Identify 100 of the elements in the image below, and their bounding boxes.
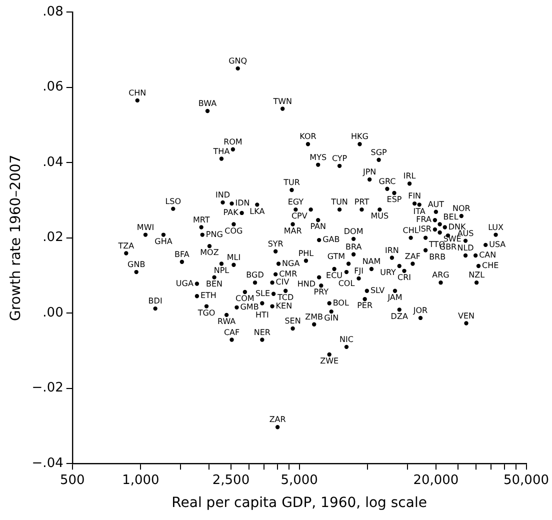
data-label: SGP: [370, 148, 388, 157]
data-label: ZAR: [269, 415, 286, 424]
data-label: ITA: [413, 206, 426, 216]
data-label: NGA: [282, 258, 300, 268]
data-label: PRY: [314, 288, 329, 297]
data-label: CRI: [397, 272, 412, 282]
data-label: MAR: [284, 226, 302, 236]
data-label: CAF: [224, 328, 240, 337]
y-tick-label: .02: [42, 230, 64, 246]
x-tick-label: 1,000: [122, 472, 160, 488]
data-label: DOM: [344, 227, 364, 236]
data-label: COM: [236, 294, 254, 304]
y-tick-label: .00: [42, 305, 64, 320]
data-label: MOZ: [200, 248, 220, 258]
data-label: MYS: [310, 152, 327, 162]
data-label: NZL: [468, 270, 486, 280]
data-label: CPV: [291, 212, 308, 221]
data-label: ZMB: [305, 312, 324, 322]
data-label: LKA: [250, 206, 266, 216]
data-label: MRT: [192, 215, 210, 224]
data-label: FJI: [354, 266, 364, 276]
data-label: JOR: [412, 306, 428, 316]
data-label: ETH: [200, 291, 216, 300]
data-label: THA: [212, 146, 230, 156]
data-label: NOR: [452, 204, 471, 214]
data-label: MUS: [370, 212, 389, 221]
data-label: ARG: [432, 270, 450, 280]
data-label: GNQ: [228, 56, 248, 66]
y-tick-label: .04: [42, 154, 64, 170]
data-label: BGD: [246, 270, 264, 280]
data-label: TUN: [330, 198, 348, 207]
data-label: TWN: [272, 96, 292, 106]
data-label: COG: [224, 226, 243, 236]
data-label: BEN: [206, 279, 223, 288]
data-label: IND: [216, 190, 230, 200]
data-label: TZA: [117, 241, 135, 250]
data-label: DNK: [448, 222, 467, 232]
data-label: ZAF: [404, 252, 421, 261]
data-label: VEN: [458, 311, 475, 320]
data-label: PHL: [298, 248, 314, 258]
x-tick-label: 500: [60, 472, 85, 488]
x-tick-label: 5,000: [280, 472, 318, 488]
x-axis-title: Real per capita GDP, 1960, log scale: [172, 495, 427, 512]
y-tick-label: −.04: [32, 456, 64, 471]
data-label: RWA: [217, 317, 236, 326]
data-label: IDN: [235, 198, 250, 208]
data-label: TGO: [196, 308, 216, 318]
data-label: PAK: [223, 208, 240, 218]
data-label: ISR: [418, 224, 432, 234]
data-label: SLV: [370, 286, 386, 295]
data-label: PER: [357, 301, 373, 310]
y-tick-label: .08: [42, 4, 64, 20]
data-label: HTI: [256, 310, 269, 320]
data-label: LUX: [488, 222, 504, 232]
data-label: CAN: [479, 250, 496, 260]
y-axis-title: Growth rate 1960–2007: [8, 154, 24, 321]
data-label: IRN: [385, 246, 399, 255]
data-label: EGY: [288, 198, 304, 207]
data-label: GIN: [324, 314, 339, 323]
data-label: BWA: [198, 99, 218, 108]
data-label: CYP: [332, 154, 348, 163]
data-label: BEL: [443, 212, 459, 222]
data-label: COL: [338, 279, 356, 288]
data-label: KEN: [276, 301, 292, 310]
data-label: HND: [297, 279, 316, 288]
data-label: GRC: [378, 176, 396, 186]
data-label: LSO: [165, 196, 182, 206]
data-label: MWI: [136, 222, 154, 232]
data-label: GHA: [154, 236, 173, 246]
data-label: FIN: [408, 192, 422, 201]
data-label: SLE: [255, 288, 270, 298]
data-label: AUT: [428, 200, 444, 209]
x-tick-label: 2,500: [212, 472, 250, 488]
data-label: TCD: [276, 292, 294, 302]
data-label: NAM: [362, 257, 381, 266]
data-label: URY: [380, 268, 396, 278]
data-label: KOR: [300, 132, 317, 142]
data-label: JPN: [362, 168, 376, 177]
data-label: NER: [254, 328, 271, 337]
x-tick-label: 50,000: [504, 472, 550, 488]
data-label: CHL: [402, 226, 420, 235]
data-label: CIV: [276, 278, 290, 287]
data-label: PRT: [354, 198, 370, 207]
data-label: IRL: [403, 172, 416, 181]
data-label: ECU: [326, 271, 343, 280]
data-label: NLD: [457, 244, 474, 253]
data-label: USA: [489, 240, 506, 250]
data-label: NPL: [214, 266, 230, 275]
data-label: NIC: [340, 335, 354, 344]
data-label: ESP: [386, 195, 402, 204]
data-label: ROM: [224, 137, 242, 146]
data-label: MLI: [226, 252, 241, 262]
data-label: SYR: [268, 239, 284, 248]
data-label: BDI: [148, 296, 162, 306]
data-label: BFA: [174, 250, 190, 259]
data-label: FRA: [416, 215, 432, 224]
data-label: PAN: [310, 222, 326, 232]
data-label: CMR: [279, 269, 298, 278]
y-tick-label: .06: [42, 80, 64, 95]
data-label: GNB: [128, 260, 146, 270]
